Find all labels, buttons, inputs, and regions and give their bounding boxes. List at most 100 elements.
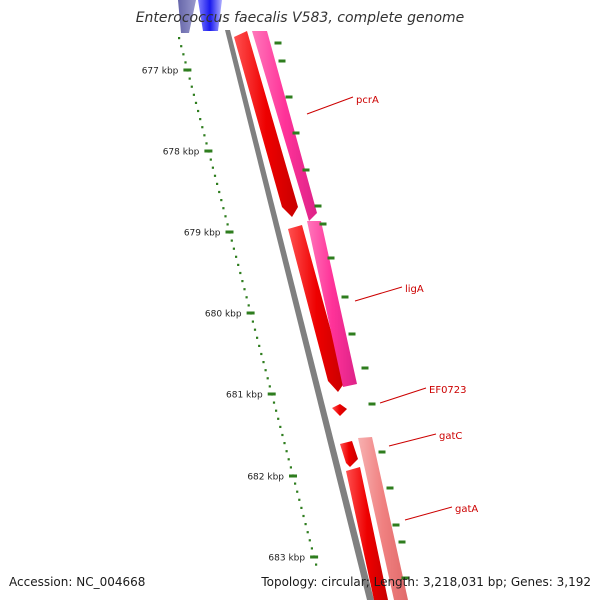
outer-tick: [319, 222, 327, 226]
kbp-scale: 677 kbp 678 kbp 679 kbp 680 kbp 681 kbp 682 k…: [142, 37, 409, 580]
outer-tick: [274, 41, 282, 45]
minor-tick: [232, 247, 235, 250]
gene-arrow-pcra: [252, 31, 317, 221]
outer-tick: [401, 576, 409, 580]
outer-tick: [292, 131, 300, 135]
gene-arrow-red-4: [346, 467, 388, 600]
major-tick: [246, 311, 255, 315]
outer-tick: [398, 540, 406, 544]
minor-tick: [224, 215, 227, 218]
accession-label: Accession:: [9, 575, 73, 589]
callout-line: [306, 96, 354, 115]
minor-tick: [245, 296, 248, 299]
genes-label: Genes:: [510, 575, 553, 589]
minor-tick: [281, 433, 284, 437]
outer-tick: [341, 295, 349, 299]
topology-value: circular: [321, 575, 366, 589]
feature-top-blue: [178, 0, 222, 33]
minor-tick: [188, 77, 191, 80]
outer-tick: [302, 168, 310, 172]
callout-line: [388, 433, 437, 447]
outer-tick: [348, 332, 356, 336]
outer-tick: [392, 523, 400, 527]
outer-tick: [327, 256, 335, 260]
gene-label[interactable]: pcrA: [356, 95, 379, 106]
gene-arrow-red-1: [234, 31, 298, 217]
minor-tick: [211, 166, 214, 169]
outer-tick: [378, 450, 386, 454]
callout-line: [404, 506, 453, 521]
gene-arrow-top-blue: [198, 0, 222, 31]
minor-tick: [213, 174, 217, 177]
tick-label: 677 kbp: [142, 67, 179, 77]
gene-arrow-gata: [358, 437, 408, 600]
topology-label: Topology:: [261, 575, 318, 589]
minor-tick: [199, 118, 202, 121]
gene-arrow-red-2: [288, 225, 345, 392]
minor-tick: [243, 288, 246, 291]
gene-callouts: pcrA ligA EF0723 gatC gatA: [306, 95, 478, 521]
outer-tick: [386, 486, 394, 490]
gene-label[interactable]: gatA: [455, 504, 478, 515]
minor-tick: [308, 539, 311, 542]
minor-tick: [222, 207, 225, 210]
minor-tick: [216, 182, 219, 185]
minor-tick: [266, 377, 269, 380]
minor-tick: [283, 442, 286, 445]
outer-tick: [368, 402, 376, 406]
minor-tick: [197, 109, 200, 113]
minor-tick: [258, 344, 261, 347]
gene-label[interactable]: ligA: [405, 284, 424, 295]
minor-tick: [315, 563, 318, 566]
major-tick: [289, 474, 297, 478]
minor-tick: [294, 482, 297, 485]
minor-tick: [251, 320, 254, 323]
gene-label[interactable]: gatC: [439, 431, 462, 442]
minor-tick: [256, 336, 259, 339]
minor-tick: [302, 514, 305, 518]
minor-tick: [247, 304, 250, 307]
backbone-line: [225, 30, 374, 600]
backbone-track: [225, 30, 374, 600]
minor-tick: [306, 531, 309, 534]
minor-tick: [253, 328, 257, 331]
outer-tick: [314, 204, 322, 208]
minor-tick: [237, 263, 240, 266]
minor-tick: [260, 352, 263, 356]
topology-info: Topology: circular; Length: 3,218,031 bp…: [261, 575, 591, 589]
gene-label[interactable]: EF0723: [429, 385, 467, 396]
strand-red: [234, 31, 388, 600]
length-value: 3,218,031 bp: [422, 575, 503, 589]
minor-tick: [209, 158, 212, 161]
accession-value: NC_004668: [76, 575, 146, 589]
major-tick: [204, 149, 213, 153]
tick-label: 680 kbp: [205, 310, 242, 320]
minor-tick: [275, 409, 278, 412]
minor-tick: [300, 506, 303, 509]
callout-line: [354, 286, 403, 302]
outer-tick: [278, 59, 286, 63]
minor-tick: [226, 223, 229, 226]
minor-tick: [287, 458, 290, 461]
genes-value: 3,192: [556, 575, 591, 589]
minor-tick: [304, 523, 307, 526]
minor-tick: [241, 280, 244, 283]
tick-label: 682 kbp: [247, 473, 284, 483]
separator-2: ;: [502, 575, 511, 589]
minor-tick: [205, 142, 208, 145]
minor-tick: [201, 126, 204, 129]
minor-tick: [192, 93, 195, 96]
minor-tick: [218, 190, 221, 194]
minor-tick: [182, 53, 185, 56]
minor-tick: [272, 401, 276, 404]
minor-tick: [194, 101, 198, 104]
gene-arrow-liga: [307, 221, 357, 387]
minor-tick: [184, 61, 187, 64]
minor-tick: [190, 85, 193, 88]
minor-tick: [262, 361, 265, 364]
minor-tick: [230, 239, 233, 242]
minor-tick: [296, 490, 299, 493]
minor-tick: [298, 498, 301, 501]
tick-label: 681 kbp: [226, 391, 263, 401]
major-tick: [267, 392, 276, 396]
